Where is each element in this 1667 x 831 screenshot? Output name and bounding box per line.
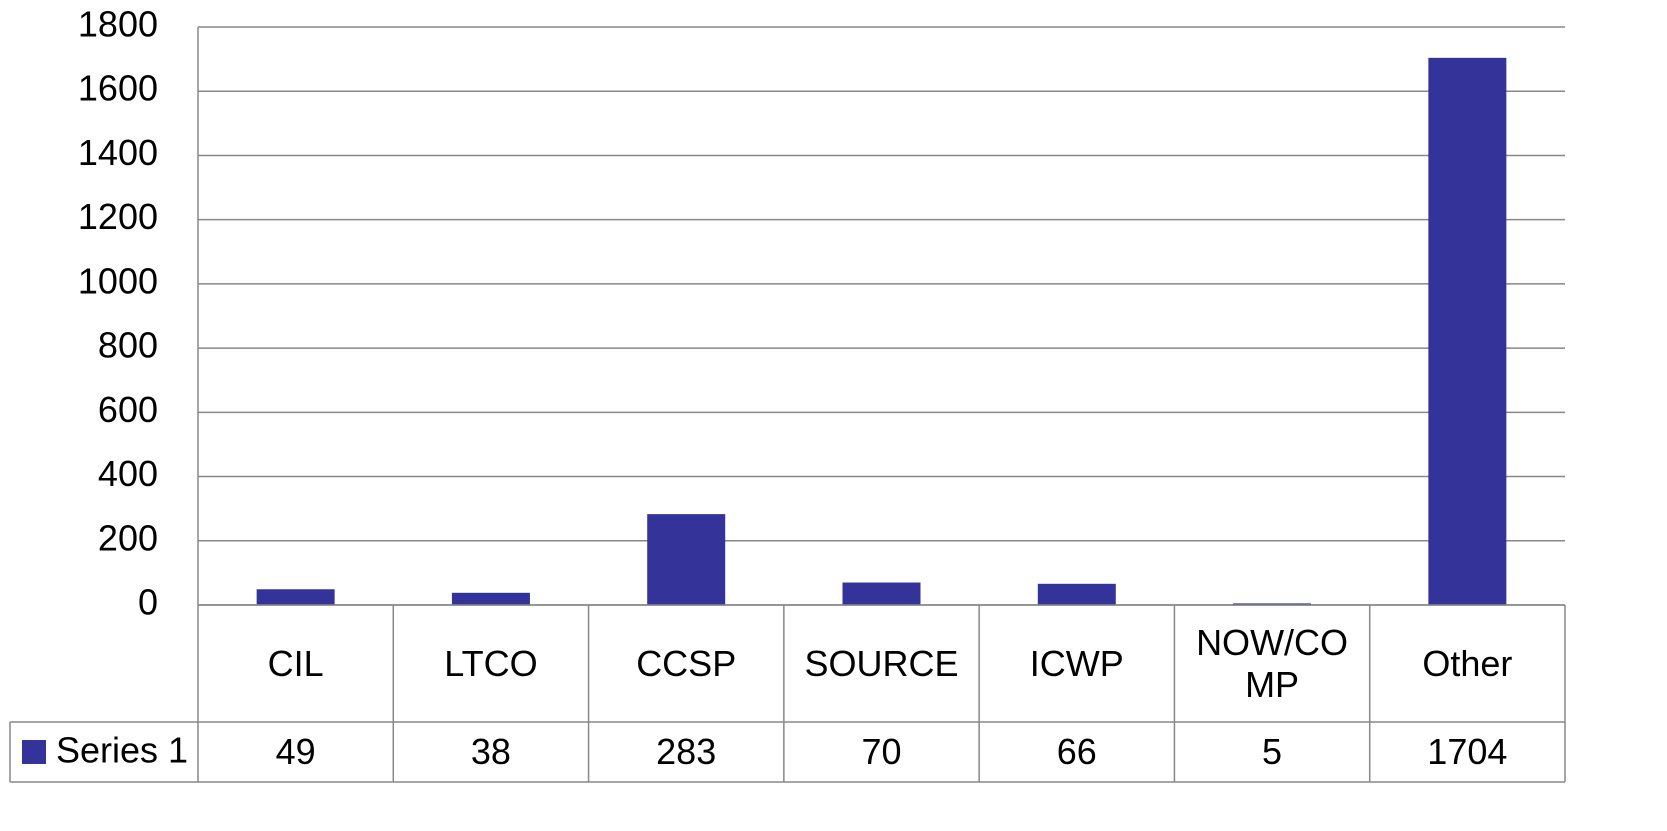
y-tick-label: 200: [98, 517, 158, 558]
y-tick-label: 1600: [78, 68, 158, 109]
data-table-value: 283: [656, 731, 717, 772]
y-tick-label: 1200: [78, 196, 158, 237]
legend-swatch: [22, 740, 46, 764]
category-label: NOW/COMP: [1196, 621, 1349, 705]
category-label: ICWP: [1029, 642, 1124, 684]
category-label: LTCO: [444, 642, 538, 684]
legend-label: Series 1: [56, 730, 188, 771]
y-tick-label: 600: [98, 389, 158, 430]
bar: [1233, 603, 1312, 605]
y-tick-label: 800: [98, 325, 158, 366]
category-label: SOURCE: [804, 642, 959, 684]
data-table-value: 5: [1262, 731, 1283, 772]
bar: [256, 589, 335, 605]
y-tick-label: 1800: [78, 4, 158, 45]
bar: [1428, 57, 1507, 606]
data-table-value: 70: [861, 731, 902, 772]
category-label: Other: [1422, 642, 1513, 684]
data-table-value: 49: [275, 731, 316, 772]
data-table-value: 66: [1056, 731, 1097, 772]
category-label: CIL: [267, 642, 324, 684]
bar: [842, 582, 921, 605]
y-tick-label: 0: [138, 582, 158, 623]
data-table-value: 38: [470, 731, 511, 772]
bar: [451, 592, 530, 605]
y-tick-label: 1000: [78, 260, 158, 301]
data-table-value: 1704: [1427, 731, 1508, 772]
category-label: CCSP: [636, 642, 737, 684]
bar: [1037, 583, 1116, 605]
y-tick-label: 1400: [78, 132, 158, 173]
bar: [647, 514, 726, 605]
y-tick-label: 400: [98, 453, 158, 494]
